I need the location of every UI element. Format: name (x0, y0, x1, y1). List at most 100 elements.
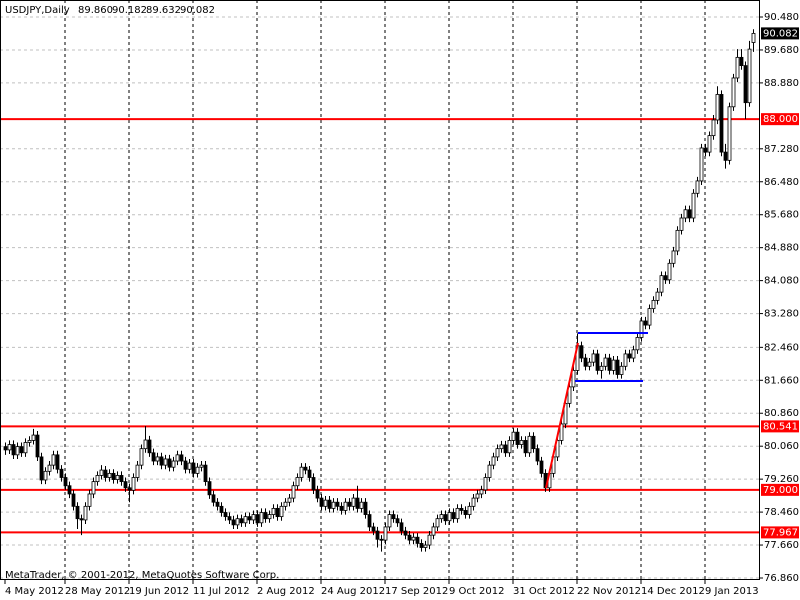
candle-body (31, 434, 36, 441)
candle-body (483, 477, 488, 491)
y-tick-label: 84.080 (764, 276, 799, 287)
candle-body (291, 485, 296, 499)
candle-body (139, 448, 144, 466)
candle-body (583, 357, 588, 367)
candle-body (359, 501, 364, 509)
y-tick-label: 86.480 (764, 177, 799, 188)
candle-body (203, 464, 208, 483)
candle-body (207, 481, 212, 496)
candle-body (559, 423, 564, 441)
x-tick-label: 19 Jun 2012 (129, 586, 189, 597)
candle-body (343, 501, 348, 511)
candle-body (527, 435, 532, 454)
level-label-bg (761, 420, 799, 433)
candle-body (99, 469, 104, 476)
candle-body (511, 431, 516, 441)
candle-body (27, 440, 32, 443)
candle-body (403, 530, 408, 536)
y-tick-label: 81.660 (764, 375, 799, 386)
candle-body (411, 536, 416, 541)
candle-body (599, 365, 604, 371)
y-tick-label: 85.680 (764, 210, 799, 221)
y-tick-label: 84.880 (764, 243, 799, 254)
candle-body (383, 526, 388, 541)
candle-body (115, 475, 120, 480)
candle-body (611, 359, 616, 371)
level-label-bg (761, 526, 799, 539)
candle-body (715, 94, 720, 121)
candle-body (191, 462, 196, 474)
candle-body (515, 431, 520, 445)
candle-body (195, 466, 200, 474)
candle-body (423, 544, 428, 548)
candle-body (371, 526, 376, 532)
candle-body (111, 472, 116, 480)
plot-frame (0, 0, 760, 580)
candle-body (407, 534, 412, 541)
candle-body (443, 514, 448, 522)
candle-body (151, 452, 156, 462)
candle-body (395, 518, 400, 524)
candle-body (263, 512, 268, 520)
candle-body (447, 512, 452, 522)
candle-body (279, 505, 284, 518)
candle-body (43, 470, 48, 481)
candle-body (87, 493, 92, 507)
y-tick-label: 89.680 (764, 45, 799, 56)
x-tick-label: 28 May 2012 (65, 586, 130, 597)
candle-body (719, 94, 724, 153)
candle-body (219, 505, 224, 513)
candle-body (347, 501, 352, 507)
x-tick-label: 24 Aug 2012 (321, 586, 385, 597)
trend-line (545, 342, 579, 489)
candle-body (571, 370, 576, 388)
level-label-bg (761, 113, 799, 126)
levels (0, 118, 760, 534)
candle-body (731, 77, 736, 108)
candle-body (667, 262, 672, 281)
candle-body (451, 512, 456, 520)
candle-body (671, 250, 676, 264)
candle-body (163, 458, 168, 466)
x-tick-label: 14 Dec 2012 (641, 586, 705, 597)
candle-body (51, 454, 56, 466)
candle-body (175, 454, 180, 462)
candle-body (695, 180, 700, 194)
level-label: 77.967 (763, 527, 798, 538)
candle-body (463, 510, 468, 515)
candle-body (351, 497, 356, 507)
candle-body (523, 440, 528, 454)
candle-body (339, 505, 344, 511)
x-tick-label: 4 May 2012 (5, 586, 64, 597)
y-tick-label: 80.060 (764, 441, 799, 452)
candle-body (707, 135, 712, 153)
candle-body (587, 361, 592, 367)
x-tick-label: 17 Sep 2012 (385, 586, 448, 597)
candle-body (431, 526, 436, 536)
candle-body (703, 147, 708, 153)
candle-body (319, 497, 324, 507)
x-tick-label: 9 Oct 2012 (449, 586, 504, 597)
y-tick-label: 80.860 (764, 408, 799, 419)
candle-body (271, 507, 276, 515)
title-value: 90.082 (180, 5, 215, 16)
candles (3, 29, 756, 552)
candle-body (591, 353, 596, 363)
y-tick-label: 76.860 (764, 573, 799, 584)
candle-body (7, 444, 12, 451)
candle-body (427, 534, 432, 546)
candle-body (107, 472, 112, 478)
grid (0, 0, 763, 584)
candle-body (379, 538, 384, 541)
candle-body (519, 440, 524, 445)
candle-body (71, 493, 76, 507)
candle-body (59, 468, 64, 478)
candle-body (235, 518, 240, 526)
candle-body (47, 464, 52, 472)
candle-body (83, 505, 88, 521)
candle-body (691, 192, 696, 219)
candle-body (323, 499, 328, 507)
candle-body (275, 507, 280, 518)
candle-body (603, 357, 608, 367)
